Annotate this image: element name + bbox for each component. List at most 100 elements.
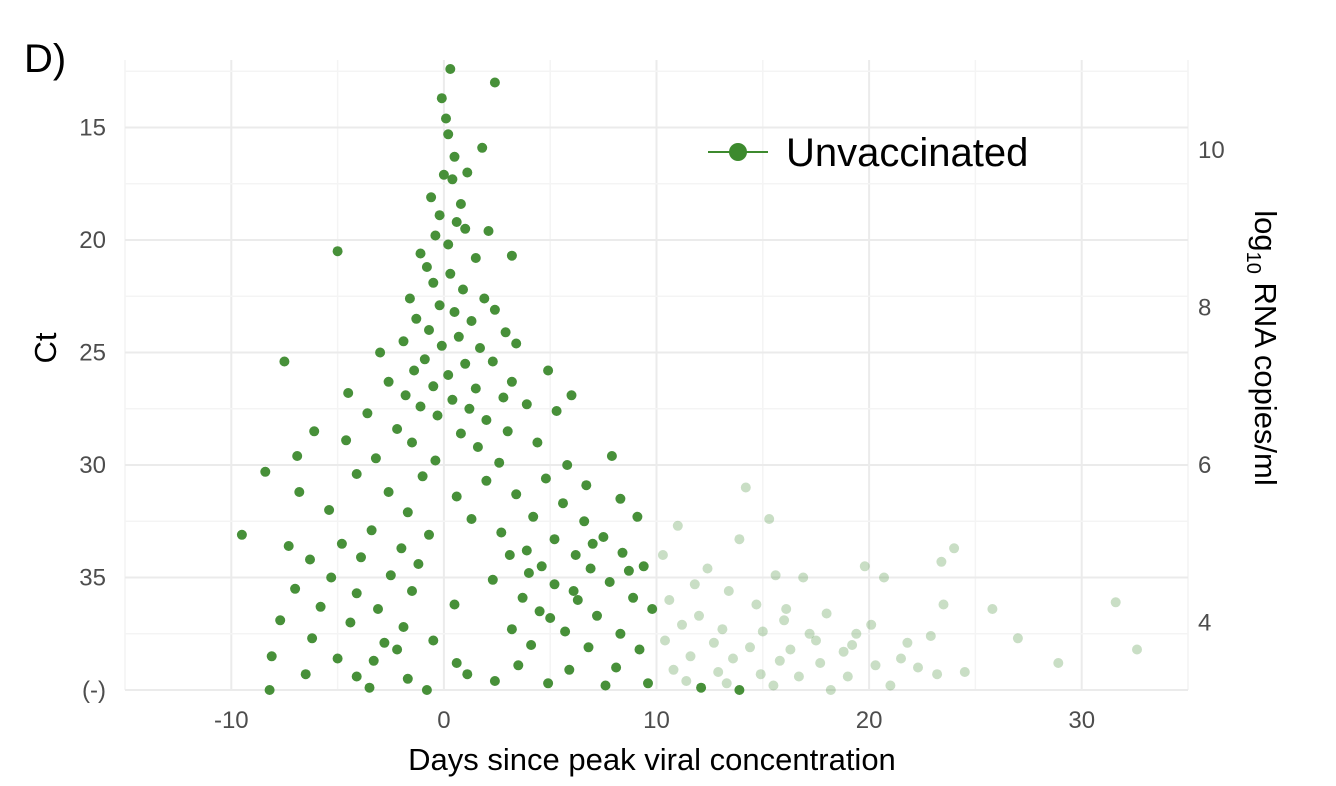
data-point-unvaccinated [455, 199, 466, 209]
data-point-unvaccinated [447, 174, 458, 185]
data-point-unvaccinated [260, 466, 271, 477]
data-point-unvaccinated [345, 617, 356, 628]
data-point-unvaccinated [332, 653, 343, 664]
data-point-unvaccinated [475, 343, 485, 353]
faded-points-layer [657, 482, 1142, 695]
data-point-faded [825, 685, 836, 695]
data-point-unvaccinated [290, 583, 301, 594]
data-point-unvaccinated [511, 489, 522, 500]
right-tick-label: 10 [1198, 137, 1225, 164]
y-tick-label: (-) [82, 677, 106, 704]
data-point-unvaccinated [379, 637, 390, 648]
data-point-unvaccinated [487, 356, 498, 367]
data-point-unvaccinated [409, 365, 420, 376]
right-tick-label: 4 [1198, 610, 1211, 637]
panel-label: D) [24, 37, 66, 81]
data-point-faded [745, 642, 755, 653]
data-point-faded [668, 664, 679, 675]
data-point-unvaccinated [332, 246, 343, 257]
data-point-unvaccinated [300, 669, 311, 680]
data-point-unvaccinated [351, 469, 362, 479]
data-point-unvaccinated [326, 572, 337, 583]
y-tick-label: 15 [79, 115, 106, 142]
data-point-unvaccinated [545, 613, 556, 623]
data-point-unvaccinated [436, 93, 447, 104]
data-point-unvaccinated [266, 651, 277, 662]
x-axis-title: Days since peak viral concentration [408, 742, 896, 777]
data-point-faded [987, 604, 998, 614]
legend-label-unvaccinated: Unvaccinated [786, 131, 1028, 175]
data-point-unvaccinated [513, 660, 524, 671]
data-point-unvaccinated [592, 610, 602, 621]
data-point-unvaccinated [453, 331, 464, 342]
y-axis-tick-labels: 15 20 25 30 35 (-) [79, 115, 106, 705]
data-point-unvaccinated [421, 685, 432, 695]
data-point-unvaccinated [549, 534, 560, 545]
data-point-unvaccinated [432, 410, 443, 421]
data-point-unvaccinated [351, 588, 362, 599]
data-point-unvaccinated [447, 394, 458, 405]
data-point-unvaccinated [449, 307, 460, 317]
grid-lines [124, 60, 1189, 691]
data-point-unvaccinated [428, 277, 439, 288]
data-point-faded [723, 586, 734, 596]
data-point-unvaccinated [466, 514, 477, 524]
data-point-unvaccinated [562, 460, 573, 470]
data-point-faded [896, 653, 906, 664]
data-point-unvaccinated [517, 592, 528, 603]
data-point-unvaccinated [434, 210, 445, 221]
data-point-unvaccinated [532, 437, 543, 448]
data-point-unvaccinated [643, 678, 653, 689]
data-point-faded [1053, 658, 1064, 668]
data-point-faded [885, 680, 896, 691]
data-point-unvaccinated [443, 129, 454, 140]
data-point-unvaccinated [581, 480, 592, 491]
data-point-unvaccinated [579, 516, 590, 527]
data-point-unvaccinated [489, 304, 500, 315]
data-point-unvaccinated [449, 151, 460, 162]
x-tick-label: 0 [437, 707, 450, 734]
data-point-unvaccinated [392, 644, 403, 655]
data-point-unvaccinated [315, 601, 326, 612]
data-point-faded [702, 563, 713, 574]
data-point-unvaccinated [424, 325, 434, 335]
data-point-unvaccinated [407, 437, 417, 448]
data-point-unvaccinated [264, 685, 275, 695]
data-point-unvaccinated [434, 300, 445, 311]
legend-marker [729, 143, 747, 161]
data-point-unvaccinated [351, 671, 362, 682]
data-point-unvaccinated [483, 226, 494, 236]
data-point-unvaccinated [526, 640, 537, 650]
data-point-unvaccinated [307, 633, 318, 644]
data-point-unvaccinated [540, 473, 551, 484]
data-point-unvaccinated [451, 658, 462, 668]
data-point-unvaccinated [583, 642, 594, 653]
data-point-faded [713, 667, 724, 677]
data-point-unvaccinated [536, 561, 547, 572]
data-point-unvaccinated [615, 493, 626, 504]
data-point-unvaccinated [451, 217, 462, 227]
x-tick-label: 10 [643, 707, 670, 734]
data-point-unvaccinated [383, 376, 394, 387]
data-point-faded [1110, 597, 1121, 608]
data-point-faded [804, 628, 815, 639]
data-point-faded [685, 651, 696, 662]
x-tick-label: 30 [1068, 707, 1095, 734]
data-point-unvaccinated [451, 491, 462, 502]
data-point-unvaccinated [570, 550, 581, 560]
data-point-faded [681, 676, 692, 686]
data-point-faded [770, 570, 781, 581]
data-point-unvaccinated [558, 498, 568, 509]
data-point-faded [847, 640, 858, 650]
data-point-faded [781, 604, 792, 614]
data-point-unvaccinated [506, 250, 517, 261]
data-point-unvaccinated [449, 599, 460, 610]
data-point-unvaccinated [617, 547, 628, 558]
data-point-faded [949, 543, 960, 554]
data-point-unvaccinated [523, 568, 534, 578]
data-point-unvaccinated [534, 606, 545, 617]
data-point-unvaccinated [417, 471, 428, 482]
data-point-faded [751, 599, 762, 610]
right-tick-label: 8 [1198, 295, 1211, 322]
data-point-unvaccinated [502, 426, 513, 437]
